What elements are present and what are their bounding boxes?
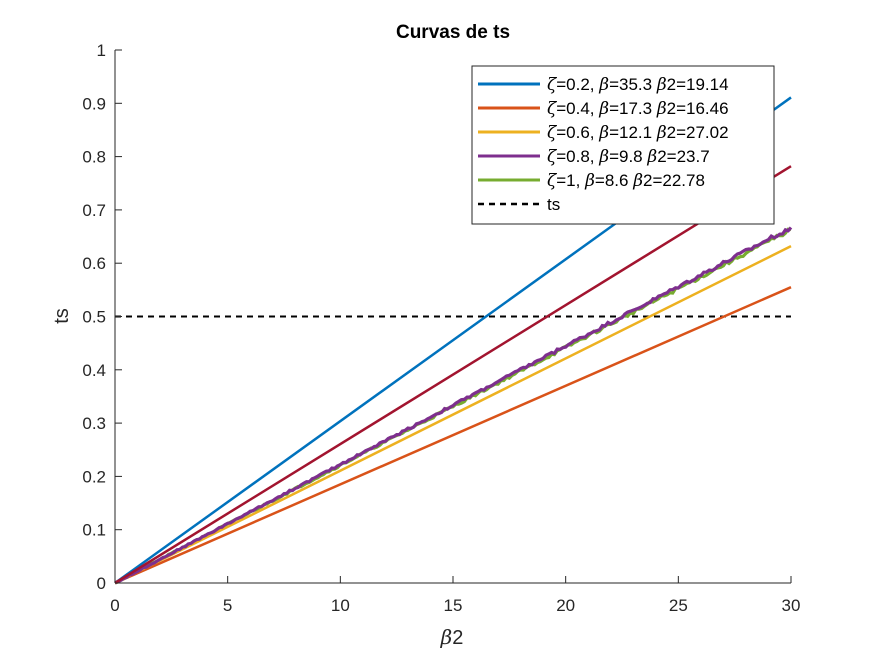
- y-tick-label: 0.3: [82, 414, 106, 433]
- series-line-3: [114, 245, 792, 585]
- x-axis-label: β2: [440, 625, 464, 649]
- y-tick-label: 0.4: [82, 361, 106, 380]
- x-tick-label: 15: [444, 596, 463, 615]
- y-axis-label: ts: [51, 308, 73, 324]
- series-line-2: [114, 286, 792, 585]
- y-tick-label: 0.9: [82, 94, 106, 113]
- series-line-4: [114, 226, 793, 585]
- x-tick-label: 10: [331, 596, 350, 615]
- legend-label-5: ζ=1, β=8.6 β2=22.78: [547, 171, 705, 191]
- y-tick-label: 0.7: [82, 201, 106, 220]
- extra-series-line-1: [114, 165, 792, 585]
- y-tick-label: 0.8: [82, 148, 106, 167]
- chart-title: Curvas de ts: [396, 22, 510, 43]
- x-tick-label: 20: [556, 596, 575, 615]
- legend-label-3: ζ=0.6, β=12.1 β2=27.02: [547, 123, 729, 143]
- legend-box: [471, 65, 775, 225]
- y-tick-label: 0: [97, 574, 106, 593]
- y-tick-label: 0.5: [82, 308, 106, 327]
- legend-label-1: ζ=0.2, β=35.3 β2=19.14: [547, 75, 729, 95]
- x-tick-label: 0: [110, 596, 119, 615]
- x-axis-label-text: 2: [452, 627, 463, 649]
- x-tick-label: 25: [669, 596, 688, 615]
- x-tick-label: 5: [223, 596, 232, 615]
- legend-label-ts: ts: [547, 195, 560, 214]
- legend: ζ=0.2, β=35.3 β2=19.14 ζ=0.4, β=17.3 β2=1…: [471, 65, 775, 225]
- x-axis-label-symbol: β: [440, 625, 453, 649]
- legend-label-4: ζ=0.8, β=9.8 β2=23.7: [547, 147, 710, 167]
- x-tick-label: 30: [782, 596, 801, 615]
- y-tick-label: 1: [97, 41, 106, 60]
- y-tick-label: 0.6: [82, 254, 106, 273]
- y-tick-label: 0.1: [82, 521, 106, 540]
- axes: 0 5 10 15 20 25 30 0 0.1 0.2 0.3 0.4 0.5 0.6 0.7 0.8 0.9…: [82, 41, 800, 615]
- legend-label-2: ζ=0.4, β=17.3 β2=16.46: [547, 99, 729, 119]
- y-tick-label: 0.2: [82, 467, 106, 486]
